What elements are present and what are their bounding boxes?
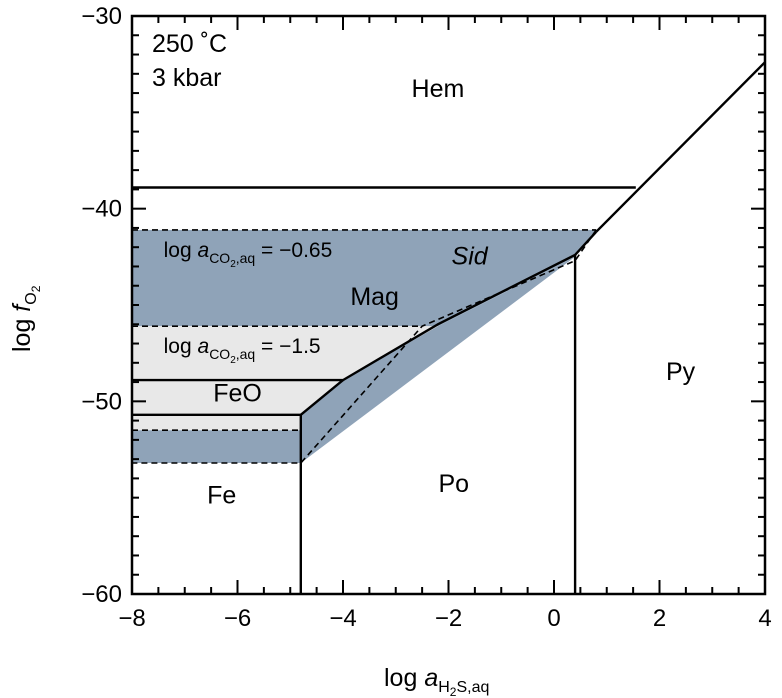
- field-label-mag: Mag: [350, 283, 399, 311]
- phase-boundaries: [132, 61, 766, 594]
- pressure-label: 3 kbar: [152, 64, 221, 92]
- field-label-fe: Fe: [207, 481, 236, 509]
- shaded-regions: [132, 229, 597, 463]
- field-label-sid: Sid: [452, 243, 489, 271]
- y-tick-label: −40: [81, 196, 122, 223]
- axis-ticks: [131, 15, 766, 595]
- field-label-po: Po: [438, 470, 469, 498]
- phase-boundary-1: [595, 61, 766, 233]
- field-label-feo: FeO: [213, 379, 262, 407]
- y-tick-label: −50: [81, 388, 122, 415]
- co2-activity-label-1: log aCO2,aq = −1.5: [164, 335, 321, 366]
- tick-labels: −8 −6 −4 −2 0 2 4 −60 −50 −40 −30: [81, 3, 771, 632]
- y-tick-label: −60: [81, 581, 122, 608]
- shaded-region-2: [132, 380, 343, 415]
- condition-labels: 250 ˚C 3 kbar: [152, 30, 227, 92]
- field-label-hem: Hem: [412, 75, 465, 103]
- x-tick-label: −4: [329, 605, 356, 632]
- x-axis-title: log aH2S,aq: [384, 664, 489, 698]
- field-label-py: Py: [666, 358, 696, 386]
- x-tick-label: 0: [547, 605, 560, 632]
- x-tick-label: 4: [758, 605, 771, 632]
- phase-boundary-2: [574, 230, 598, 256]
- x-tick-label: −8: [118, 605, 145, 632]
- x-tick-label: 2: [653, 605, 666, 632]
- phase-boundary-6: [132, 413, 302, 594]
- y-tick-label: −30: [81, 3, 122, 30]
- x-tick-label: −2: [435, 605, 462, 632]
- shaded-region-1: [132, 326, 438, 381]
- temperature-label: 250 ˚C: [152, 30, 227, 58]
- field-labels: Hem Mag FeO Fe Po Py Sid log aCO2,aq = −0.65 log…: [164, 75, 696, 510]
- co2-activity-label-0: log aCO2,aq = −0.65: [164, 239, 333, 270]
- shaded-region-3: [132, 414, 301, 431]
- y-axis-title: log fO2: [8, 285, 43, 352]
- phase-boundary-5: [300, 379, 344, 416]
- shaded-region-4: [132, 256, 576, 463]
- x-tick-label: −6: [224, 605, 251, 632]
